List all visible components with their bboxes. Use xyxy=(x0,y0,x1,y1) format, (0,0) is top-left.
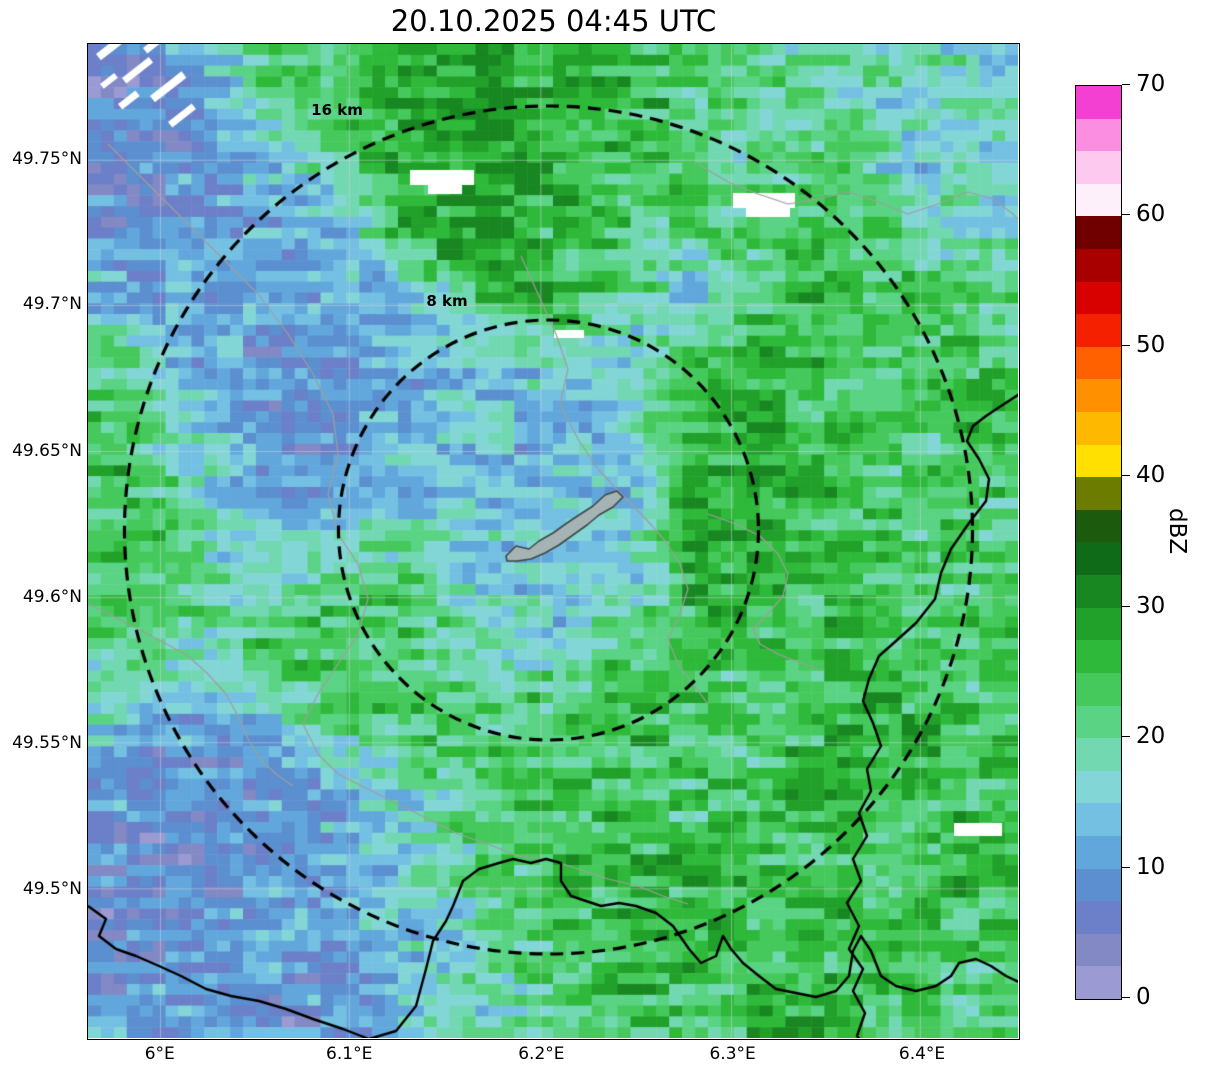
x-tick-label: 6°E xyxy=(144,1044,175,1064)
y-tick-label: 49.55°N xyxy=(12,732,82,753)
colorbar-segment xyxy=(1076,640,1121,673)
colorbar-axis-label: dBZ xyxy=(1164,508,1190,555)
radar-map-canvas xyxy=(88,44,1018,1038)
colorbar-segment xyxy=(1076,672,1121,706)
x-tick-label: 6.2°E xyxy=(518,1044,565,1064)
colorbar-segment xyxy=(1076,901,1121,934)
y-tick-label: 49.6°N xyxy=(22,587,82,608)
colorbar-segment xyxy=(1076,738,1121,771)
colorbar-segment xyxy=(1076,314,1121,347)
range-ring-label: 16 km xyxy=(311,101,363,119)
colorbar-segment xyxy=(1076,803,1121,836)
colorbar-segment xyxy=(1076,85,1121,119)
colorbar-tick-mark xyxy=(1122,84,1130,85)
colorbar-tick-mark xyxy=(1122,605,1130,607)
x-tick-label: 6.3°E xyxy=(709,1044,756,1064)
y-tick-label: 49.7°N xyxy=(22,294,82,315)
colorbar-tick-mark xyxy=(1122,866,1130,868)
colorbar-segment xyxy=(1076,346,1121,380)
colorbar-tick-mark xyxy=(1122,214,1130,216)
colorbar-segment xyxy=(1076,933,1121,967)
colorbar-tick-label: 30 xyxy=(1136,592,1166,619)
x-tick-label: 6.1°E xyxy=(326,1044,373,1064)
colorbar-segment xyxy=(1076,118,1121,152)
colorbar-tick-label: 60 xyxy=(1136,201,1166,228)
colorbar-segment xyxy=(1076,835,1121,869)
colorbar-segment xyxy=(1076,868,1121,902)
x-tick-label: 6.4°E xyxy=(898,1044,946,1064)
colorbar-tick-label: 70 xyxy=(1136,71,1166,97)
colorbar-segment xyxy=(1076,477,1121,510)
colorbar-tick-label: 20 xyxy=(1136,723,1166,750)
colorbar-tick-mark xyxy=(1122,344,1130,346)
colorbar-tick-mark xyxy=(1122,997,1130,998)
colorbar-segment xyxy=(1076,379,1121,413)
colorbar-tick-mark xyxy=(1122,736,1130,738)
colorbar-segments xyxy=(1076,85,1121,999)
colorbar-segment xyxy=(1076,444,1121,478)
colorbar-tick-label: 10 xyxy=(1136,853,1166,880)
colorbar-segment xyxy=(1076,248,1121,282)
colorbar-segment xyxy=(1076,216,1121,249)
range-ring-label: 8 km xyxy=(426,292,468,310)
colorbar-segment xyxy=(1076,509,1121,543)
colorbar-segment xyxy=(1076,705,1121,739)
colorbar-tick-label: 0 xyxy=(1136,984,1151,1010)
colorbar xyxy=(1075,85,1122,1000)
y-tick-label: 49.5°N xyxy=(22,879,82,900)
plot-area xyxy=(87,43,1020,1040)
y-tick-label: 49.65°N xyxy=(12,440,82,461)
colorbar-tick-label: 50 xyxy=(1136,331,1166,358)
colorbar-segment xyxy=(1076,281,1121,315)
colorbar-segment xyxy=(1076,966,1121,999)
colorbar-tick-mark xyxy=(1122,475,1130,477)
colorbar-segment xyxy=(1076,542,1121,576)
colorbar-segment xyxy=(1076,607,1121,641)
colorbar-segment xyxy=(1076,412,1121,445)
colorbar-segment xyxy=(1076,575,1121,608)
y-tick-label: 49.75°N xyxy=(12,148,82,169)
colorbar-segment xyxy=(1076,770,1121,804)
colorbar-segment xyxy=(1076,151,1121,184)
colorbar-segment xyxy=(1076,183,1121,217)
figure-title: 20.10.2025 04:45 UTC xyxy=(390,4,717,38)
colorbar-tick-label: 40 xyxy=(1136,462,1166,489)
